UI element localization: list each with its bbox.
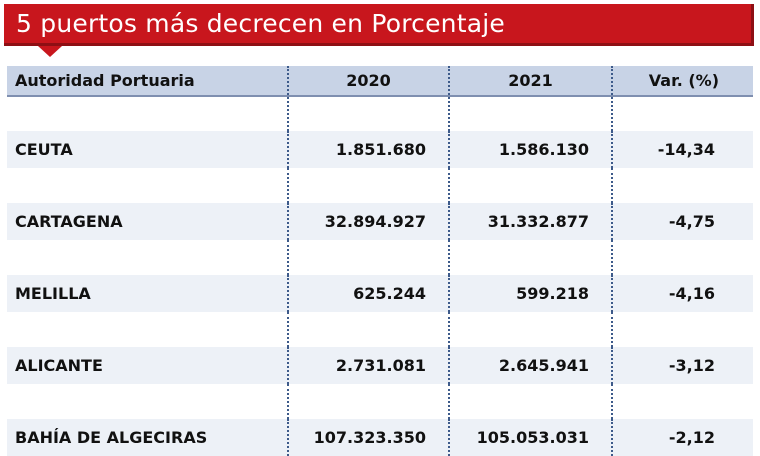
port-name: BAHÍA DE ALGECIRAS (7, 419, 288, 456)
value-2021: 1.586.130 (448, 131, 612, 168)
value-2020: 107.323.350 (287, 419, 449, 456)
table-row: ALICANTE 2.731.081 2.645.941 -3,12 (7, 347, 753, 384)
variation-percent: -4,75 (611, 203, 753, 240)
ports-table: Autoridad Portuaria 2020 2021 Var. (%) C… (7, 66, 753, 456)
table-row: BAHÍA DE ALGECIRAS 107.323.350 105.053.0… (7, 419, 753, 456)
variation-percent: -14,34 (611, 131, 753, 168)
value-2020: 32.894.927 (287, 203, 449, 240)
variation-percent: -4,16 (611, 275, 753, 312)
value-2021: 2.645.941 (448, 347, 612, 384)
column-header-port: Autoridad Portuaria (7, 66, 288, 97)
value-2021: 31.332.877 (448, 203, 612, 240)
port-name: ALICANTE (7, 347, 288, 384)
value-2020: 2.731.081 (287, 347, 449, 384)
variation-percent: -3,12 (611, 347, 753, 384)
table-row: CEUTA 1.851.680 1.586.130 -14,34 (7, 131, 753, 168)
title-banner-pointer (38, 46, 62, 57)
table-header-row: Autoridad Portuaria 2020 2021 Var. (%) (7, 66, 753, 97)
table-row: CARTAGENA 32.894.927 31.332.877 -4,75 (7, 203, 753, 240)
value-2020: 1.851.680 (287, 131, 449, 168)
variation-percent: -2,12 (611, 419, 753, 456)
page-title: 5 puertos más decrecen en Porcentaje (16, 9, 505, 38)
column-header-variation: Var. (%) (611, 66, 753, 97)
column-header-2021: 2021 (448, 66, 612, 97)
title-banner: 5 puertos más decrecen en Porcentaje (4, 4, 754, 46)
value-2021: 105.053.031 (448, 419, 612, 456)
table-row: MELILLA 625.244 599.218 -4,16 (7, 275, 753, 312)
port-name: CEUTA (7, 131, 288, 168)
port-name: MELILLA (7, 275, 288, 312)
column-header-2020: 2020 (287, 66, 449, 97)
value-2020: 625.244 (287, 275, 449, 312)
value-2021: 599.218 (448, 275, 612, 312)
port-name: CARTAGENA (7, 203, 288, 240)
